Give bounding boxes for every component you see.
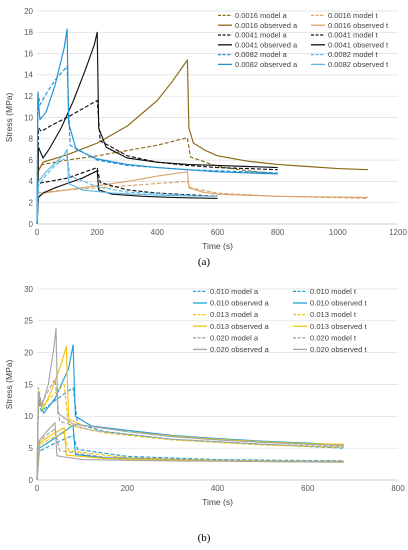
legend-label: 0.0016 model a bbox=[235, 11, 288, 20]
y-tick-label: 20 bbox=[24, 7, 33, 16]
series-line bbox=[36, 378, 344, 481]
legend-label: 0.010 observed a bbox=[210, 299, 269, 308]
series-line bbox=[36, 167, 218, 225]
legend-label: 0.0082 model a bbox=[235, 50, 288, 59]
legend-label: 0.0016 model t bbox=[328, 11, 379, 20]
x-tick-label: 800 bbox=[271, 228, 285, 237]
y-tick-label: 20 bbox=[24, 348, 33, 357]
y-tick-label: 8 bbox=[29, 135, 34, 144]
legend-label: 0.0016 observed a bbox=[235, 21, 298, 30]
y-tick-label: 0 bbox=[29, 476, 34, 485]
series-line bbox=[36, 428, 344, 481]
series-line bbox=[36, 59, 368, 225]
series-line bbox=[36, 327, 344, 481]
x-tick-label: 800 bbox=[391, 484, 405, 493]
y-tick-label: 30 bbox=[24, 285, 33, 294]
legend-label: 0.013 observed a bbox=[210, 322, 269, 331]
caption-b: (b) bbox=[197, 532, 211, 544]
series-line bbox=[36, 28, 278, 225]
caption-a: (a) bbox=[197, 256, 211, 268]
legend-label: 0.0082 model t bbox=[328, 50, 379, 59]
x-tick-label: 0 bbox=[35, 484, 40, 493]
legend-label: 0.0041 observed t bbox=[328, 40, 389, 49]
series-line bbox=[36, 422, 344, 481]
legend-label: 0.013 model t bbox=[310, 310, 357, 319]
legend-label: 0.010 model t bbox=[310, 287, 357, 296]
x-tick-label: 1000 bbox=[329, 228, 347, 237]
series-line bbox=[36, 432, 344, 481]
y-tick-label: 14 bbox=[24, 71, 33, 80]
x-tick-label: 200 bbox=[121, 484, 135, 493]
y-tick-label: 6 bbox=[29, 156, 34, 165]
legend-label: 0.0041 model a bbox=[235, 31, 288, 40]
legend-label: 0.0082 observed t bbox=[328, 60, 389, 69]
chart-panel-a: 0 2 4 6 8 10 12 14 16 18 20 0 200 400 600 800 1000 1200 Ti… bbox=[0, 0, 408, 268]
y-tick-label: 10 bbox=[24, 113, 33, 122]
x-tick-label: 200 bbox=[90, 228, 104, 237]
chart-b-svg: 0 5 10 15 20 25 30 0 200 400 600 800 Time (s) Stress … bbox=[4, 285, 405, 507]
legend-label: 0.010 observed t bbox=[310, 299, 367, 308]
series-line bbox=[36, 387, 344, 481]
y-tick-label: 5 bbox=[29, 444, 34, 453]
x-axis-title: Time (s) bbox=[202, 241, 233, 251]
x-tick-label: 0 bbox=[35, 228, 40, 237]
x-tick-label: 1200 bbox=[389, 228, 407, 237]
x-axis-title: Time (s) bbox=[202, 497, 233, 507]
series-line bbox=[36, 344, 344, 481]
x-tick-label: 600 bbox=[211, 228, 225, 237]
legend-label: 0.020 model t bbox=[310, 333, 357, 342]
y-axis-title: Stress (MPa) bbox=[4, 360, 14, 410]
legend-label: 0.020 model a bbox=[210, 333, 259, 342]
y-tick-label: 25 bbox=[24, 317, 33, 326]
series-line bbox=[36, 434, 344, 481]
series-line bbox=[36, 180, 368, 225]
y-axis-title: Stress (MPa) bbox=[4, 93, 14, 143]
legend-label: 0.020 observed a bbox=[210, 345, 269, 354]
legend-label: 0.013 model a bbox=[210, 310, 259, 319]
y-tick-label: 4 bbox=[29, 177, 34, 186]
y-tick-label: 16 bbox=[24, 49, 33, 58]
legend-label: 0.0016 observed t bbox=[328, 21, 389, 30]
legend-label: 0.010 model a bbox=[210, 287, 259, 296]
chart-panel-b: 0 5 10 15 20 25 30 0 200 400 600 800 Time (s) Stress … bbox=[0, 275, 408, 550]
y-tick-label: 2 bbox=[29, 199, 34, 208]
x-tick-label: 400 bbox=[151, 228, 165, 237]
series-line bbox=[36, 99, 278, 225]
legend-label: 0.0041 model t bbox=[328, 31, 379, 40]
series-line bbox=[36, 31, 278, 225]
legend-label: 0.0041 observed a bbox=[235, 40, 298, 49]
series-line bbox=[36, 170, 218, 225]
legend-label: 0.0082 observed a bbox=[235, 60, 298, 69]
y-tick-label: 10 bbox=[24, 412, 33, 421]
series-line bbox=[36, 424, 344, 481]
series-line bbox=[36, 65, 278, 225]
x-tick-label: 600 bbox=[301, 484, 315, 493]
legend-label: 0.020 observed t bbox=[310, 345, 367, 354]
y-tick-label: 12 bbox=[24, 92, 33, 101]
series-line bbox=[36, 383, 344, 481]
legend-label: 0.013 observed t bbox=[310, 322, 367, 331]
y-tick-label: 18 bbox=[24, 28, 33, 37]
series-line bbox=[36, 345, 344, 481]
x-tick-label: 400 bbox=[211, 484, 225, 493]
series-line bbox=[36, 148, 218, 225]
y-tick-label: 15 bbox=[24, 380, 33, 389]
y-tick-label: 0 bbox=[29, 220, 34, 229]
